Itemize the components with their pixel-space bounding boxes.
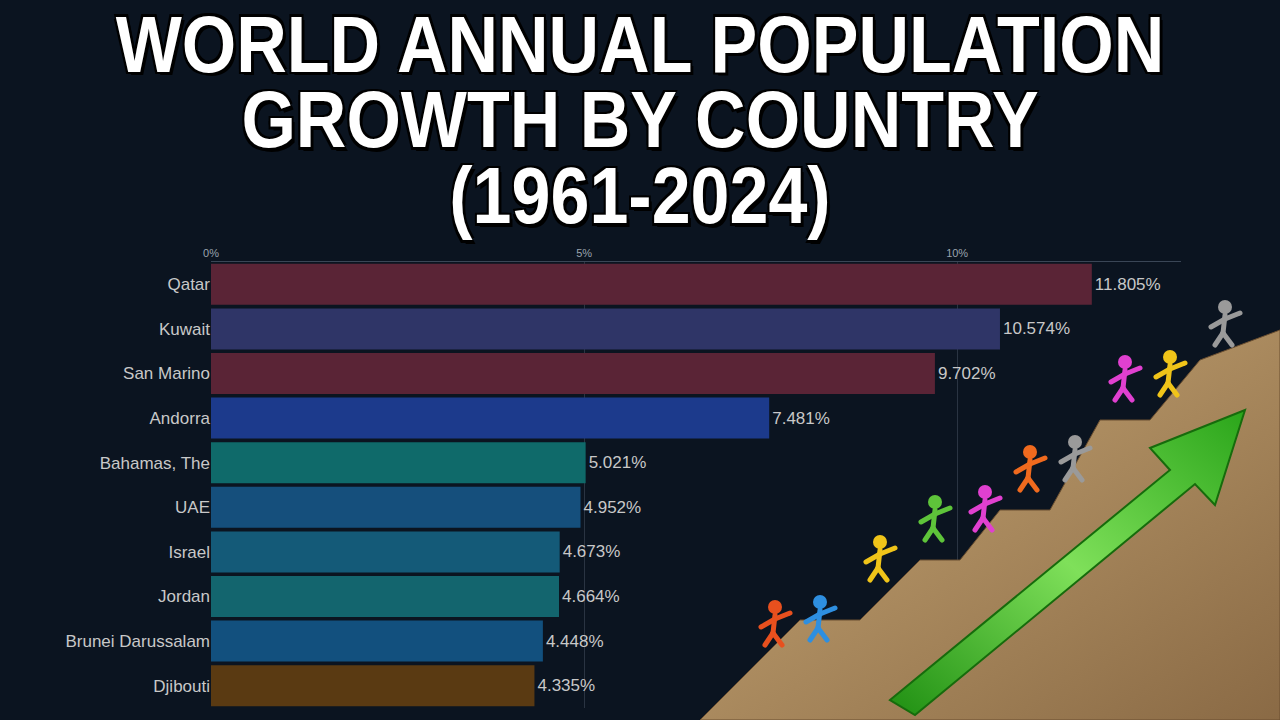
svg-text:Qatar: Qatar bbox=[167, 275, 210, 294]
svg-text:Israel: Israel bbox=[168, 543, 210, 562]
svg-text:0%: 0% bbox=[203, 247, 219, 259]
svg-text:5%: 5% bbox=[576, 247, 592, 259]
svg-text:10%: 10% bbox=[946, 247, 968, 259]
svg-text:Brunei Darussalam: Brunei Darussalam bbox=[65, 632, 210, 651]
svg-text:4.673%: 4.673% bbox=[563, 542, 621, 561]
svg-text:Bahamas, The: Bahamas, The bbox=[100, 454, 210, 473]
svg-text:4.335%: 4.335% bbox=[537, 676, 595, 695]
svg-text:4.952%: 4.952% bbox=[584, 498, 642, 517]
svg-text:Andorra: Andorra bbox=[150, 409, 211, 428]
svg-text:UAE: UAE bbox=[175, 498, 210, 517]
svg-text:10.574%: 10.574% bbox=[1003, 319, 1070, 338]
svg-text:9.702%: 9.702% bbox=[938, 364, 996, 383]
html-text:GROWTH BY COUNTRY: GROWTH BY COUNTRY bbox=[241, 75, 1039, 165]
svg-text:5.021%: 5.021% bbox=[589, 453, 647, 472]
svg-text:4.664%: 4.664% bbox=[562, 587, 620, 606]
svg-text:Djibouti: Djibouti bbox=[153, 677, 210, 696]
svg-text:7.481%: 7.481% bbox=[772, 409, 830, 428]
svg-text:Jordan: Jordan bbox=[158, 587, 210, 606]
svg-text:San Marino: San Marino bbox=[123, 364, 210, 383]
svg-text:Kuwait: Kuwait bbox=[159, 320, 210, 339]
svg-text:11.805%: 11.805% bbox=[1095, 275, 1161, 294]
html-text:(1961-2024): (1961-2024) bbox=[449, 150, 831, 241]
svg-text:4.448%: 4.448% bbox=[546, 632, 604, 651]
html-text:WORLD ANNUAL POPULATION: WORLD ANNUAL POPULATION bbox=[115, 0, 1165, 89]
